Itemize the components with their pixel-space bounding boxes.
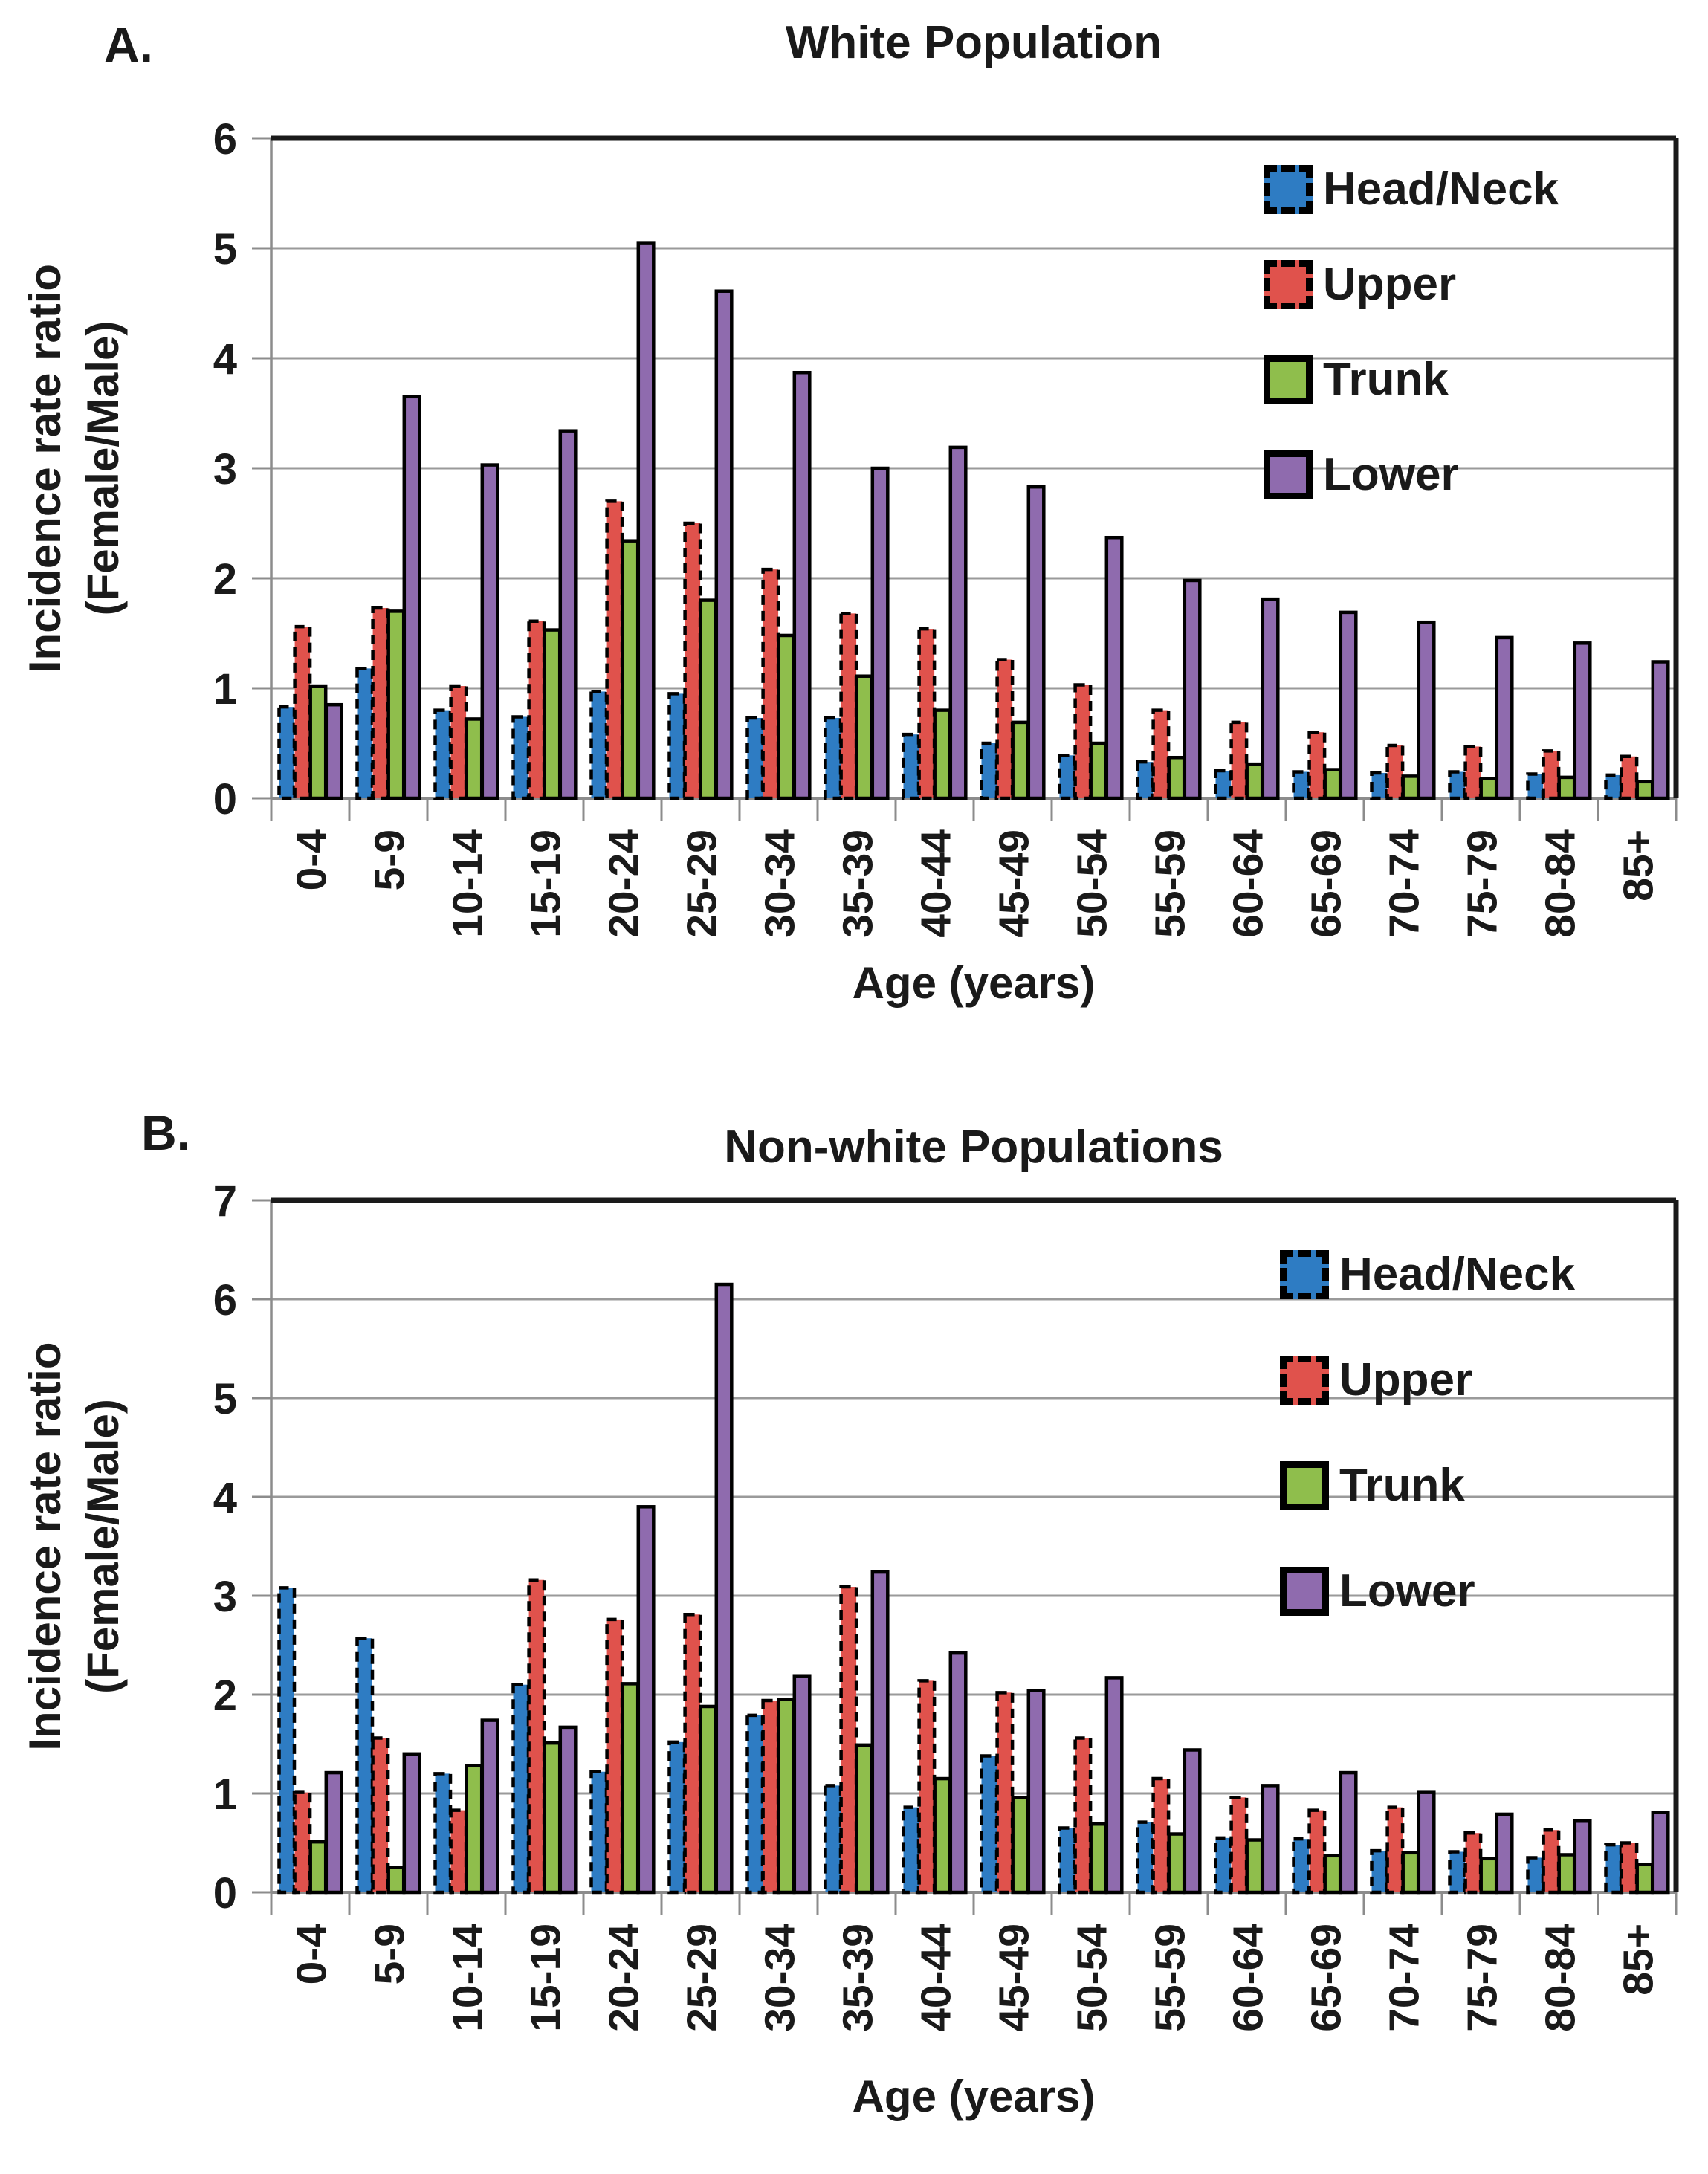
trunk-swatch-icon <box>1264 355 1313 404</box>
panel-b-label: B. <box>141 1105 190 1160</box>
svg-text:65-69: 65-69 <box>1303 1924 1350 2032</box>
panel-b-legend: Head/Neck Upper Trunk Lower <box>1280 1250 1575 1616</box>
panel-a-title: White Population <box>785 17 1162 68</box>
legend-item-lower: Lower <box>1264 450 1559 499</box>
legend-label-lower: Lower <box>1339 1565 1475 1617</box>
svg-text:25-29: 25-29 <box>679 829 726 938</box>
svg-text:40-44: 40-44 <box>913 1924 960 2032</box>
svg-text:5-9: 5-9 <box>366 1924 414 1984</box>
svg-text:15-19: 15-19 <box>523 829 570 938</box>
panel-b-x-axis-title: Age (years) <box>852 2071 1096 2121</box>
legend-label-trunk: Trunk <box>1323 354 1449 405</box>
legend-item-lower: Lower <box>1280 1567 1575 1616</box>
svg-text:80-84: 80-84 <box>1537 829 1585 938</box>
legend-label-head-neck: Head/Neck <box>1339 1249 1576 1300</box>
svg-text:30-34: 30-34 <box>757 829 804 938</box>
svg-text:35-39: 35-39 <box>835 1924 882 2032</box>
legend-label-upper: Upper <box>1339 1354 1473 1405</box>
lower-swatch-icon <box>1280 1567 1329 1616</box>
panel-a-x-axis-title: Age (years) <box>852 958 1096 1008</box>
svg-text:35-39: 35-39 <box>835 829 882 938</box>
svg-text:2: 2 <box>213 555 237 604</box>
panel-b-plot-area: 0 1 2 3 4 5 6 7 0-4 5-9 10-14 15-19 20-24 25-29 30-34 3… <box>213 1177 1679 2032</box>
legend-label-trunk: Trunk <box>1339 1460 1465 1511</box>
svg-text:4: 4 <box>213 335 237 384</box>
svg-text:7: 7 <box>213 1177 237 1226</box>
legend-item-trunk: Trunk <box>1280 1461 1575 1510</box>
svg-text:30-34: 30-34 <box>757 1924 804 2032</box>
svg-text:55-59: 55-59 <box>1147 829 1194 938</box>
svg-text:70-74: 70-74 <box>1381 829 1429 938</box>
legend-label-lower: Lower <box>1323 449 1459 500</box>
svg-text:20-24: 20-24 <box>601 1924 648 2032</box>
svg-text:55-59: 55-59 <box>1147 1924 1194 2032</box>
svg-text:0-4: 0-4 <box>288 1924 336 1985</box>
svg-text:0: 0 <box>213 1869 237 1918</box>
svg-text:40-44: 40-44 <box>913 829 960 938</box>
panel-a-label: A. <box>104 17 153 72</box>
panel-a-plot-area: 0 1 2 3 4 5 6 0-4 5-9 10-14 15-19 20-24 25-29 30-34 35… <box>213 115 1679 938</box>
panel-b-y-axis-title-line2: (Female/Male) <box>78 1399 128 1694</box>
svg-text:5: 5 <box>213 225 237 274</box>
svg-text:1: 1 <box>213 665 237 714</box>
svg-text:2: 2 <box>213 1672 237 1720</box>
svg-text:10-14: 10-14 <box>444 829 492 938</box>
svg-text:65-69: 65-69 <box>1303 829 1350 938</box>
svg-text:45-49: 45-49 <box>991 1924 1038 2032</box>
svg-text:85+: 85+ <box>1615 829 1663 902</box>
svg-text:5: 5 <box>213 1375 237 1423</box>
legend-item-upper: Upper <box>1264 260 1559 309</box>
trunk-swatch-icon <box>1280 1461 1329 1510</box>
upper-swatch-icon <box>1280 1356 1329 1405</box>
legend-label-upper: Upper <box>1323 259 1457 310</box>
svg-text:75-79: 75-79 <box>1459 1924 1507 2032</box>
lower-swatch-icon <box>1264 450 1313 499</box>
svg-text:6: 6 <box>213 1276 237 1324</box>
head-neck-swatch-icon <box>1280 1250 1329 1299</box>
svg-text:25-29: 25-29 <box>679 1924 726 2032</box>
upper-swatch-icon <box>1264 260 1313 309</box>
svg-text:60-64: 60-64 <box>1225 829 1272 938</box>
legend-item-head-neck: Head/Neck <box>1280 1250 1575 1299</box>
head-neck-swatch-icon <box>1264 165 1313 214</box>
panel-b-y-axis-title-line1: Incidence rate ratio <box>20 1342 70 1751</box>
svg-text:6: 6 <box>213 115 237 164</box>
legend-item-trunk: Trunk <box>1264 355 1559 404</box>
svg-text:60-64: 60-64 <box>1225 1924 1272 2032</box>
svg-text:3: 3 <box>213 1573 237 1621</box>
svg-text:4: 4 <box>213 1474 237 1522</box>
svg-text:10-14: 10-14 <box>444 1924 492 2032</box>
svg-text:5-9: 5-9 <box>366 829 414 890</box>
svg-text:3: 3 <box>213 445 237 494</box>
svg-text:75-79: 75-79 <box>1459 829 1507 938</box>
svg-text:70-74: 70-74 <box>1381 1924 1429 2032</box>
svg-text:0: 0 <box>213 775 237 824</box>
svg-text:80-84: 80-84 <box>1537 1924 1585 2032</box>
svg-text:1: 1 <box>213 1770 237 1819</box>
svg-text:85+: 85+ <box>1615 1924 1663 1996</box>
panel-b-title: Non-white Populations <box>724 1122 1223 1173</box>
legend-label-head-neck: Head/Neck <box>1323 164 1559 215</box>
panel-a-legend: Head/Neck Upper Trunk Lower <box>1264 165 1559 499</box>
svg-text:0-4: 0-4 <box>288 829 336 891</box>
svg-text:15-19: 15-19 <box>523 1924 570 2032</box>
legend-item-head-neck: Head/Neck <box>1264 165 1559 214</box>
svg-text:45-49: 45-49 <box>991 829 1038 938</box>
svg-text:50-54: 50-54 <box>1069 829 1116 938</box>
legend-item-upper: Upper <box>1280 1356 1575 1405</box>
svg-text:50-54: 50-54 <box>1069 1924 1116 2032</box>
svg-text:20-24: 20-24 <box>601 829 648 938</box>
